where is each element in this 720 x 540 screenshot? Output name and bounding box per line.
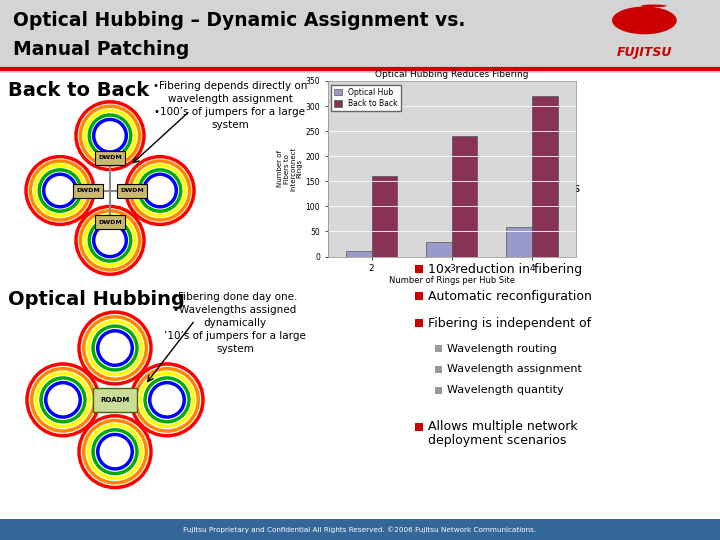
- Text: •Wavelengths assigned: •Wavelengths assigned: [174, 305, 297, 315]
- Text: wavelength assignment: wavelength assignment: [168, 94, 292, 104]
- Text: •100’s of jumpers for a large: •100’s of jumpers for a large: [155, 107, 305, 117]
- FancyBboxPatch shape: [415, 212, 423, 219]
- FancyBboxPatch shape: [415, 238, 423, 246]
- FancyBboxPatch shape: [415, 265, 423, 273]
- Text: deployment scenarios: deployment scenarios: [428, 434, 567, 447]
- Text: Optical Hubbing – Dynamic Assignment vs.: Optical Hubbing – Dynamic Assignment vs.: [13, 11, 465, 30]
- Circle shape: [641, 4, 667, 7]
- Text: system: system: [211, 120, 249, 130]
- Y-axis label: Number of
Fibers to
Interconnect
Rings: Number of Fibers to Interconnect Rings: [277, 147, 302, 191]
- Text: Wavelength assignment: Wavelength assignment: [447, 364, 582, 374]
- FancyBboxPatch shape: [95, 151, 125, 165]
- Title: Optical Hubbing Reduces Fibering: Optical Hubbing Reduces Fibering: [375, 70, 528, 79]
- Text: Wavelength quantity: Wavelength quantity: [447, 386, 564, 395]
- Text: 10x reduction in fibering: 10x reduction in fibering: [428, 263, 582, 276]
- FancyBboxPatch shape: [415, 292, 423, 300]
- Text: •Fibering done day one.: •Fibering done day one.: [172, 292, 297, 302]
- Text: Eliminates transponders: Eliminates transponders: [428, 182, 580, 195]
- Text: Fujitsu Proprietary and Confidential All Rights Reserved. ©2006 Fujitsu Network : Fujitsu Proprietary and Confidential All…: [184, 526, 536, 533]
- Legend: Optical Hub, Back to Back: Optical Hub, Back to Back: [331, 85, 401, 111]
- Bar: [346, 252, 372, 256]
- Text: ’10’s of jumpers for a large: ’10’s of jumpers for a large: [164, 331, 306, 341]
- X-axis label: Number of Rings per Hub Site: Number of Rings per Hub Site: [389, 276, 515, 285]
- Text: Automatic reconfiguration: Automatic reconfiguration: [428, 289, 592, 303]
- FancyBboxPatch shape: [415, 423, 423, 431]
- FancyBboxPatch shape: [435, 366, 442, 373]
- Text: Fibering is independent of: Fibering is independent of: [428, 316, 591, 329]
- Text: Allows multiple network: Allows multiple network: [428, 420, 577, 433]
- Bar: [372, 176, 397, 256]
- Text: DWDM: DWDM: [120, 188, 144, 193]
- Text: Wavelength routing: Wavelength routing: [447, 343, 557, 354]
- Ellipse shape: [612, 6, 677, 34]
- FancyBboxPatch shape: [415, 185, 423, 193]
- FancyBboxPatch shape: [415, 319, 423, 327]
- Text: •Fibering depends directly on: •Fibering depends directly on: [153, 81, 307, 91]
- FancyBboxPatch shape: [435, 345, 442, 352]
- Text: DWDM: DWDM: [76, 188, 100, 193]
- Text: Single TID: Single TID: [428, 236, 499, 249]
- Bar: [426, 242, 452, 256]
- Bar: [452, 136, 477, 256]
- FancyBboxPatch shape: [435, 387, 442, 394]
- Text: Eliminates NE’s: Eliminates NE’s: [428, 209, 525, 222]
- Text: dynamically: dynamically: [204, 318, 266, 328]
- FancyBboxPatch shape: [117, 184, 147, 198]
- Text: Optical Hubbing: Optical Hubbing: [8, 290, 185, 309]
- Text: FUJITSU: FUJITSU: [616, 46, 672, 59]
- Text: DWDM: DWDM: [98, 220, 122, 225]
- Text: ROADM: ROADM: [100, 397, 130, 403]
- Bar: [506, 227, 532, 256]
- Bar: [532, 96, 557, 256]
- Text: Manual Patching: Manual Patching: [13, 40, 189, 59]
- Text: Back to Back: Back to Back: [8, 81, 149, 100]
- FancyBboxPatch shape: [95, 215, 125, 230]
- Text: DWDM: DWDM: [98, 155, 122, 160]
- FancyBboxPatch shape: [73, 184, 103, 198]
- FancyBboxPatch shape: [93, 388, 137, 412]
- Text: system: system: [216, 344, 254, 354]
